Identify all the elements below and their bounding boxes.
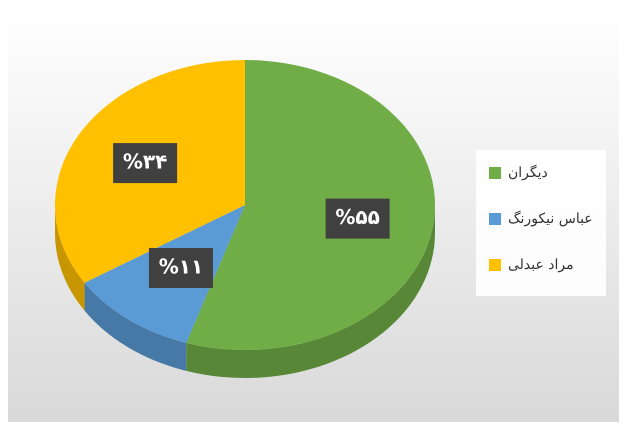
- legend-label: عباس نیکورنگ: [508, 210, 593, 227]
- slice: [186, 60, 436, 351]
- slice-side: [84, 282, 187, 371]
- legend-label: دیگران: [508, 164, 548, 181]
- data-label: %۵۵: [335, 205, 379, 229]
- legend-swatch: [489, 259, 501, 271]
- legend-label: مراد عبدلی: [508, 257, 574, 273]
- slice-side: [55, 205, 85, 311]
- data-label: %۱۱: [159, 255, 203, 279]
- slice-side: [186, 205, 435, 378]
- data-label-box: [325, 198, 390, 239]
- legend-swatch: [489, 167, 501, 179]
- legend-swatch: [489, 213, 501, 225]
- data-label-box: [113, 143, 178, 184]
- data-label-box: [148, 248, 213, 289]
- data-label: %۳۴: [123, 150, 167, 174]
